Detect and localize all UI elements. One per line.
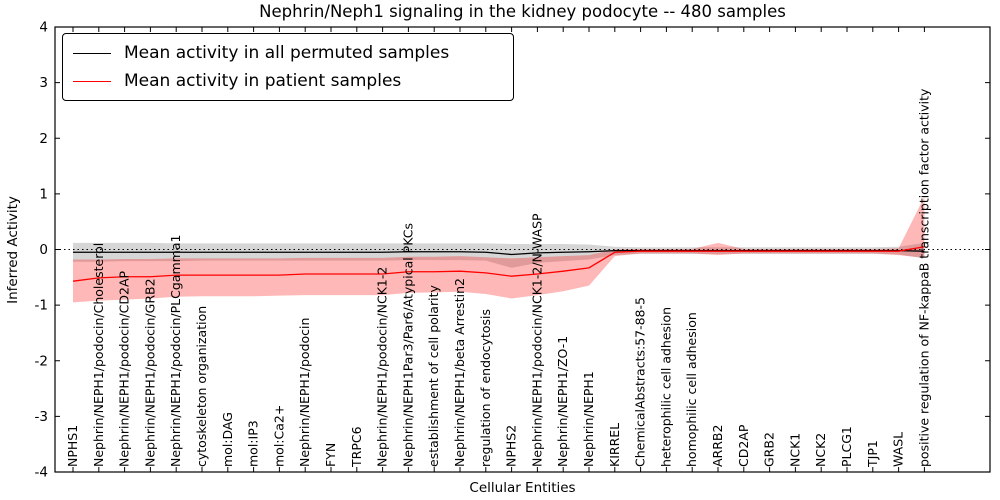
x-tick-label: mol:DAG bbox=[220, 412, 235, 467]
y-tick-label: 2 bbox=[39, 131, 48, 147]
x-tick-label: establishment of cell polarity bbox=[426, 285, 441, 467]
x-tick-label: positive regulation of NF-kappaB transcr… bbox=[916, 88, 931, 467]
y-axis-label: Inferred Activity bbox=[5, 196, 21, 304]
x-tick-label: Nephrin/NEPH1/podocin bbox=[297, 318, 312, 467]
y-tick-label: -3 bbox=[35, 409, 48, 425]
legend-label-permuted: Mean activity in all permuted samples bbox=[124, 43, 450, 63]
x-axis-label: Cellular Entities bbox=[469, 480, 576, 496]
x-tick-label: Nephrin/NEPH1/ZO-1 bbox=[555, 336, 570, 467]
x-tick-label: mol:IP3 bbox=[246, 420, 261, 467]
x-tick-label: NPHS1 bbox=[65, 425, 80, 467]
x-tick-label: CD2AP bbox=[736, 424, 751, 467]
x-tick-label: TRPC6 bbox=[349, 426, 364, 468]
legend-line-swatch-patient bbox=[73, 80, 111, 82]
legend: Mean activity in all permuted samples Me… bbox=[62, 33, 514, 101]
x-tick-label: heterophilic cell adhesion bbox=[658, 307, 673, 467]
x-tick-label: ChemicalAbstracts:57-88-5 bbox=[633, 297, 648, 467]
chart-title: Nephrin/Neph1 signaling in the kidney po… bbox=[259, 2, 786, 21]
y-tick-label: 3 bbox=[39, 75, 48, 91]
x-tick-label: Nephrin/NEPH1/podocin/Cholesterol bbox=[91, 243, 106, 467]
x-tick-label: Nephrin/NEPH1/podocin/NCK1-2/N-WASP bbox=[529, 213, 544, 467]
x-tick-label: PLCG1 bbox=[839, 426, 854, 467]
x-tick-label: KIRREL bbox=[607, 423, 622, 467]
y-tick-label: -1 bbox=[35, 298, 48, 314]
x-tick-label: Nephrin/NEPH1/podocin/CD2AP bbox=[117, 271, 132, 467]
x-tick-label: NCK2 bbox=[813, 433, 828, 467]
y-tick-label: 1 bbox=[39, 186, 48, 202]
x-tick-label: cytoskeleton organization bbox=[194, 306, 209, 467]
x-tick-label: mol:Ca2+ bbox=[271, 405, 286, 467]
x-tick-label: ARRB2 bbox=[710, 425, 725, 467]
legend-line-swatch-permuted bbox=[73, 52, 111, 54]
legend-label-patient: Mean activity in patient samples bbox=[124, 71, 402, 91]
y-tick-label: 4 bbox=[39, 20, 48, 36]
x-tick-label: regulation of endocytosis bbox=[478, 309, 493, 467]
patient-mean-line bbox=[72, 246, 925, 282]
x-tick-label: GRB2 bbox=[762, 432, 777, 467]
y-tick-label: 0 bbox=[39, 242, 48, 258]
x-tick-label: Nephrin/NEPH1/podocin/NCK1-2 bbox=[375, 267, 390, 467]
x-tick-label: TJP1 bbox=[865, 440, 880, 468]
x-tick-label: Nephrin/NEPH1/podocin/PLCgamma1 bbox=[168, 235, 183, 467]
x-tick-label: homophilic cell adhesion bbox=[684, 312, 699, 467]
legend-item-patient: Mean activity in patient samples bbox=[73, 67, 503, 95]
x-tick-label: NCK1 bbox=[787, 433, 802, 467]
x-tick-label: Nephrin/NEPH1/beta Arrestin2 bbox=[452, 278, 467, 467]
y-tick-label: -4 bbox=[35, 465, 48, 481]
x-tick-label: Nephrin/NEPH1/podocin/GRB2 bbox=[142, 278, 157, 467]
x-tick-label: NPHS2 bbox=[504, 425, 519, 467]
x-tick-label: WASL bbox=[891, 432, 906, 467]
y-tick-label: -2 bbox=[35, 353, 48, 369]
x-tick-label: FYN bbox=[323, 443, 338, 467]
patient-confidence-band bbox=[73, 196, 925, 303]
x-tick-label: Nephrin/NEPH1 bbox=[581, 371, 596, 467]
legend-item-permuted: Mean activity in all permuted samples bbox=[73, 39, 503, 67]
x-tick-label: Nephrin/NEPH1Par3/Par6/Atypical PKCs bbox=[400, 223, 415, 467]
